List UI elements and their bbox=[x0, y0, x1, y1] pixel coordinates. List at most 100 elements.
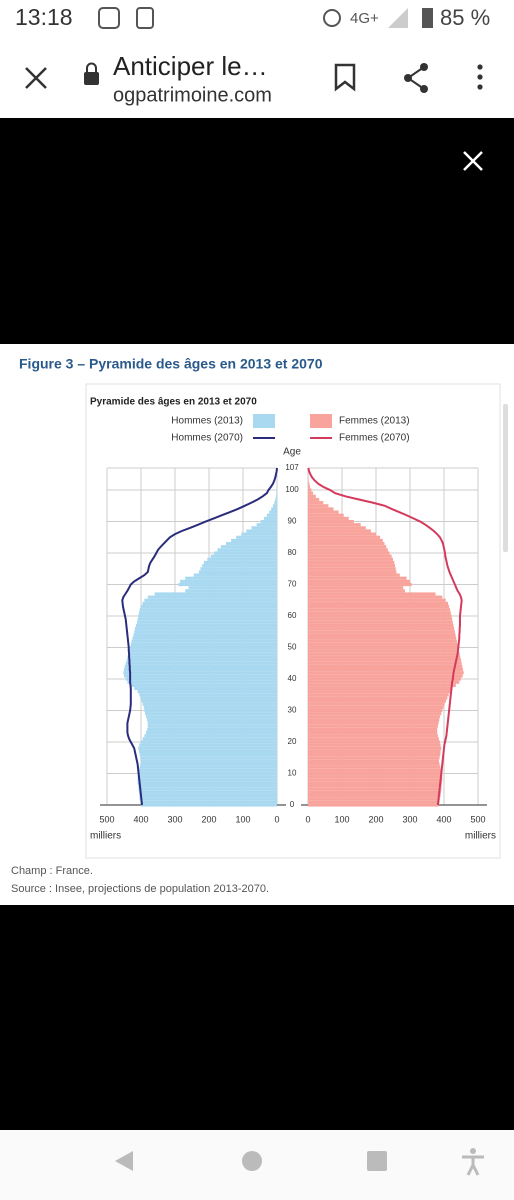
bar bbox=[308, 661, 462, 665]
bar bbox=[308, 743, 441, 747]
bar bbox=[180, 579, 277, 583]
recents-button[interactable] bbox=[367, 1151, 387, 1171]
bar bbox=[308, 708, 443, 713]
bar bbox=[143, 705, 277, 709]
bar bbox=[138, 611, 277, 615]
bar bbox=[308, 683, 456, 687]
legend-swatch bbox=[310, 414, 332, 428]
bar bbox=[144, 708, 277, 713]
notif-icon bbox=[98, 7, 120, 29]
bar bbox=[308, 608, 451, 612]
bar bbox=[138, 787, 277, 791]
clock: 13:18 bbox=[15, 4, 73, 30]
bar bbox=[308, 768, 441, 772]
bar bbox=[308, 598, 446, 602]
bar bbox=[308, 781, 442, 785]
bar bbox=[220, 545, 277, 549]
bar bbox=[138, 784, 277, 788]
x-tick-label: 400 bbox=[133, 814, 148, 824]
bookmark-button[interactable] bbox=[334, 63, 356, 92]
bar bbox=[308, 557, 393, 561]
bar bbox=[264, 516, 277, 520]
bar bbox=[144, 734, 277, 738]
bar bbox=[145, 712, 277, 716]
bar bbox=[308, 705, 444, 709]
bar bbox=[308, 551, 390, 555]
x-axis-label: milliers bbox=[90, 831, 121, 842]
lock-icon bbox=[84, 72, 99, 85]
figure-heading: Figure 3 – Pyramide des âges en 2013 et … bbox=[19, 356, 323, 372]
bar bbox=[138, 771, 277, 776]
x-tick-label: 300 bbox=[167, 814, 182, 824]
bar bbox=[308, 570, 397, 574]
bar bbox=[308, 538, 383, 543]
bar bbox=[124, 667, 277, 672]
share-button[interactable] bbox=[404, 63, 428, 93]
bar bbox=[308, 485, 311, 489]
bar bbox=[129, 649, 277, 653]
bar bbox=[141, 759, 277, 763]
bar bbox=[210, 554, 277, 558]
page-title: Anticiper le… bbox=[113, 51, 268, 81]
accessibility-button[interactable] bbox=[462, 1148, 484, 1176]
alarm-icon bbox=[323, 9, 341, 27]
bar bbox=[125, 661, 277, 665]
bar bbox=[141, 699, 277, 703]
bar bbox=[185, 589, 277, 593]
menu-button[interactable] bbox=[477, 64, 483, 90]
bar bbox=[188, 586, 277, 590]
bar bbox=[139, 693, 277, 697]
bar bbox=[308, 724, 438, 728]
bar bbox=[138, 746, 277, 750]
bar bbox=[308, 671, 464, 675]
bar bbox=[308, 667, 464, 672]
y-tick-label: 10 bbox=[288, 769, 297, 778]
bar bbox=[308, 718, 440, 722]
bar bbox=[123, 671, 277, 675]
bar bbox=[134, 686, 277, 691]
bar bbox=[308, 664, 463, 668]
y-tick-label: 40 bbox=[288, 674, 297, 683]
bar bbox=[193, 573, 277, 577]
bar bbox=[308, 652, 460, 656]
y-axis-label: Age bbox=[283, 447, 301, 458]
bar bbox=[139, 608, 277, 612]
bar bbox=[137, 775, 277, 779]
close-button[interactable] bbox=[25, 67, 47, 89]
note: Champ : France. bbox=[11, 865, 93, 877]
bar bbox=[139, 765, 277, 769]
bar bbox=[308, 746, 442, 750]
bar bbox=[130, 645, 277, 650]
bar bbox=[308, 680, 460, 684]
bar bbox=[139, 797, 277, 801]
bar bbox=[203, 560, 277, 565]
bar bbox=[231, 538, 277, 543]
bar bbox=[137, 778, 277, 782]
bar bbox=[146, 730, 277, 735]
bar bbox=[147, 724, 277, 728]
back-button[interactable] bbox=[115, 1151, 133, 1171]
bar bbox=[136, 620, 277, 624]
bar bbox=[140, 696, 277, 700]
line bbox=[121, 467, 278, 806]
bar bbox=[308, 677, 461, 681]
bar bbox=[198, 570, 277, 574]
bar bbox=[308, 576, 407, 580]
bar bbox=[147, 595, 277, 599]
bar bbox=[308, 611, 451, 615]
lock-icon bbox=[86, 62, 97, 72]
bar bbox=[276, 491, 277, 495]
y-tick-label: 90 bbox=[288, 517, 297, 526]
bar bbox=[308, 623, 454, 628]
legend-label: Femmes (2070) bbox=[339, 433, 410, 444]
home-button[interactable] bbox=[242, 1151, 262, 1171]
bar bbox=[308, 658, 461, 662]
bar bbox=[140, 762, 277, 766]
close-viewer[interactable] bbox=[463, 151, 483, 171]
bar bbox=[141, 605, 277, 609]
bar bbox=[308, 554, 392, 558]
bar bbox=[308, 740, 440, 744]
bar bbox=[308, 749, 441, 754]
bar bbox=[308, 586, 404, 590]
bar bbox=[308, 721, 439, 725]
